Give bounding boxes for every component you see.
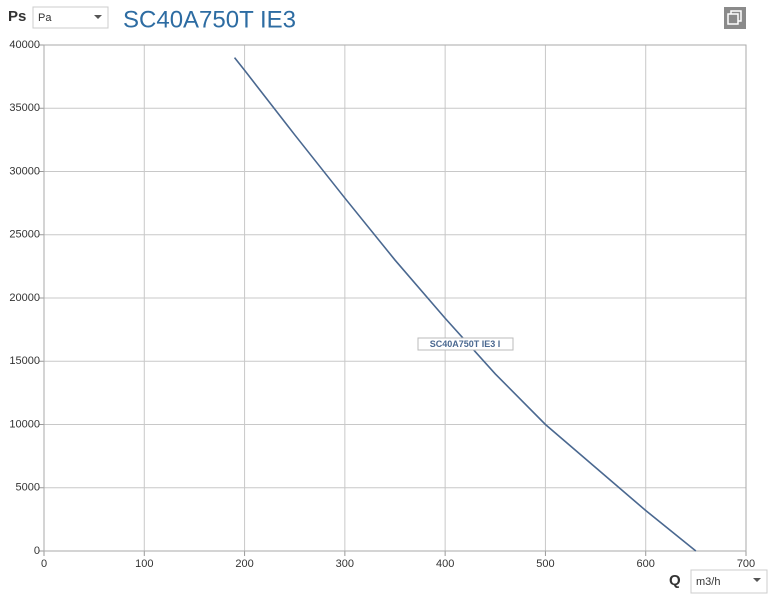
y-tick-label: 0	[34, 545, 40, 557]
y-tick-label: 30000	[9, 165, 40, 177]
x-tick-label: 0	[41, 558, 47, 570]
y-axis-label: Ps	[8, 8, 26, 25]
dropdown-box[interactable]	[690, 569, 768, 594]
series-label: SC40A750T IE3 I	[430, 339, 501, 349]
x-tick-label: 600	[637, 558, 655, 570]
y-tick-label: 10000	[9, 418, 40, 430]
y-tick-label: 20000	[9, 292, 40, 304]
x-axis-label: Q	[669, 572, 681, 589]
x-tick-label: 500	[536, 558, 554, 570]
curve	[233, 57, 697, 552]
dropdown-value: m3/h	[696, 576, 720, 588]
x-tick-label: 400	[436, 558, 454, 570]
x-tick-label: 100	[135, 558, 153, 570]
copy-icon	[727, 13, 739, 25]
x-unit-dropdown[interactable]: m3/h	[690, 569, 768, 594]
y-tick-label: 15000	[9, 355, 40, 367]
dropdown-arrow	[753, 578, 761, 582]
dropdown-box[interactable]	[32, 6, 109, 29]
y-tick-label: 5000	[16, 482, 40, 494]
dropdown-arrow	[94, 15, 102, 19]
y-tick-label: 25000	[9, 229, 40, 241]
y-tick-label: 40000	[9, 39, 40, 51]
chart-title: SC40A750T IE3	[123, 6, 296, 33]
plot-border	[43, 44, 747, 552]
x-tick-label: 700	[737, 558, 755, 570]
x-tick-label: 300	[336, 558, 354, 570]
dropdown-value: Pa	[38, 12, 52, 24]
y-tick-label: 35000	[9, 102, 40, 114]
series-label-box	[417, 337, 514, 351]
copy-button[interactable]	[724, 7, 746, 29]
y-unit-dropdown[interactable]: Pa	[32, 6, 109, 29]
x-tick-label: 200	[235, 558, 253, 570]
